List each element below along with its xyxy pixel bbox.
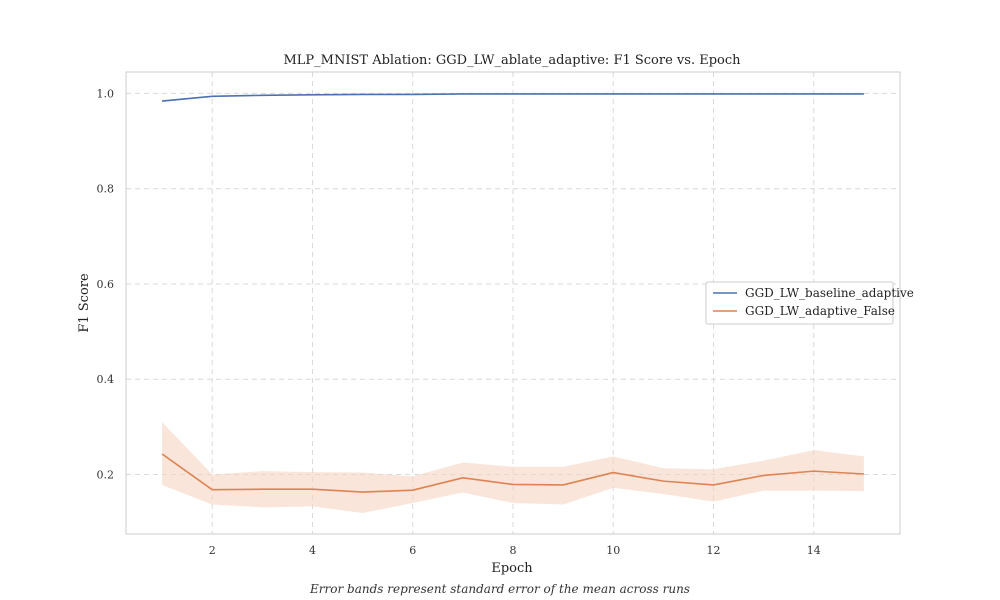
plot-frame [125, 71, 901, 535]
series-line [162, 93, 864, 102]
y-axis-label: F1 Score [77, 273, 92, 333]
legend-label: GGD_LW_baseline_adaptive [745, 286, 914, 300]
x-tick-label: 2 [209, 544, 216, 557]
series-line [161, 453, 864, 493]
x-tick-label: 4 [309, 544, 316, 557]
series-lines [161, 93, 864, 493]
legend-box [705, 281, 894, 325]
legend-label: GGD_LW_adaptive_False [745, 304, 895, 318]
x-tick-label: 14 [807, 544, 821, 557]
legend: GGD_LW_baseline_adaptive GGD_LW_adaptive_… [705, 281, 914, 325]
y-tick-label: 1.0 [97, 87, 115, 100]
x-ticks: 2 4 6 8 10 12 14 [209, 544, 821, 557]
x-tick-label: 12 [707, 544, 721, 557]
y-ticks: 0.2 0.4 0.6 0.8 1.0 [97, 87, 115, 481]
chart-title: MLP_MNIST Ablation: GGD_LW_ablate_adapti… [283, 53, 741, 68]
y-tick-label: 0.2 [97, 468, 115, 481]
x-tick-label: 6 [409, 544, 416, 557]
x-tick-label: 10 [606, 544, 620, 557]
y-tick-label: 0.4 [97, 373, 115, 386]
x-axis-label: Epoch [491, 561, 533, 576]
y-tick-label: 0.8 [97, 183, 115, 196]
footnote: Error bands represent standard error of … [310, 582, 690, 596]
y-tick-label: 0.6 [97, 278, 115, 291]
x-tick-label: 8 [510, 544, 517, 557]
